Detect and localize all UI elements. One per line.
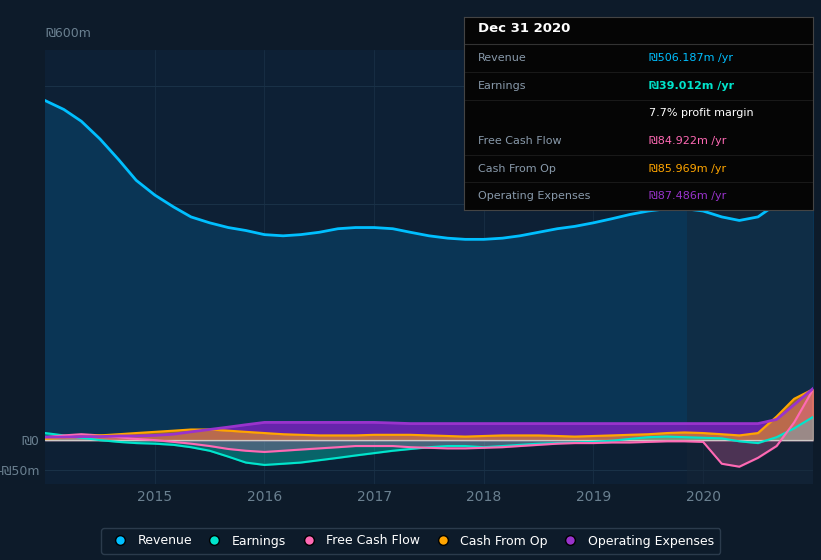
Legend: Revenue, Earnings, Free Cash Flow, Cash From Op, Operating Expenses: Revenue, Earnings, Free Cash Flow, Cash … xyxy=(101,528,720,554)
Text: ₪85.969m /yr: ₪85.969m /yr xyxy=(649,164,726,174)
Text: ₪506.187m /yr: ₪506.187m /yr xyxy=(649,53,733,63)
Text: Revenue: Revenue xyxy=(478,53,526,63)
Text: Operating Expenses: Operating Expenses xyxy=(478,191,590,201)
Text: ₪39.012m /yr: ₪39.012m /yr xyxy=(649,81,734,91)
Text: Free Cash Flow: Free Cash Flow xyxy=(478,136,562,146)
Text: ₪600m: ₪600m xyxy=(45,26,91,40)
Text: Earnings: Earnings xyxy=(478,81,526,91)
Text: ₪84.922m /yr: ₪84.922m /yr xyxy=(649,136,726,146)
Text: 7.7% profit margin: 7.7% profit margin xyxy=(649,109,754,118)
Text: ₪87.486m /yr: ₪87.486m /yr xyxy=(649,191,726,201)
Bar xyxy=(686,50,813,484)
Text: Dec 31 2020: Dec 31 2020 xyxy=(478,22,571,35)
Text: Cash From Op: Cash From Op xyxy=(478,164,556,174)
